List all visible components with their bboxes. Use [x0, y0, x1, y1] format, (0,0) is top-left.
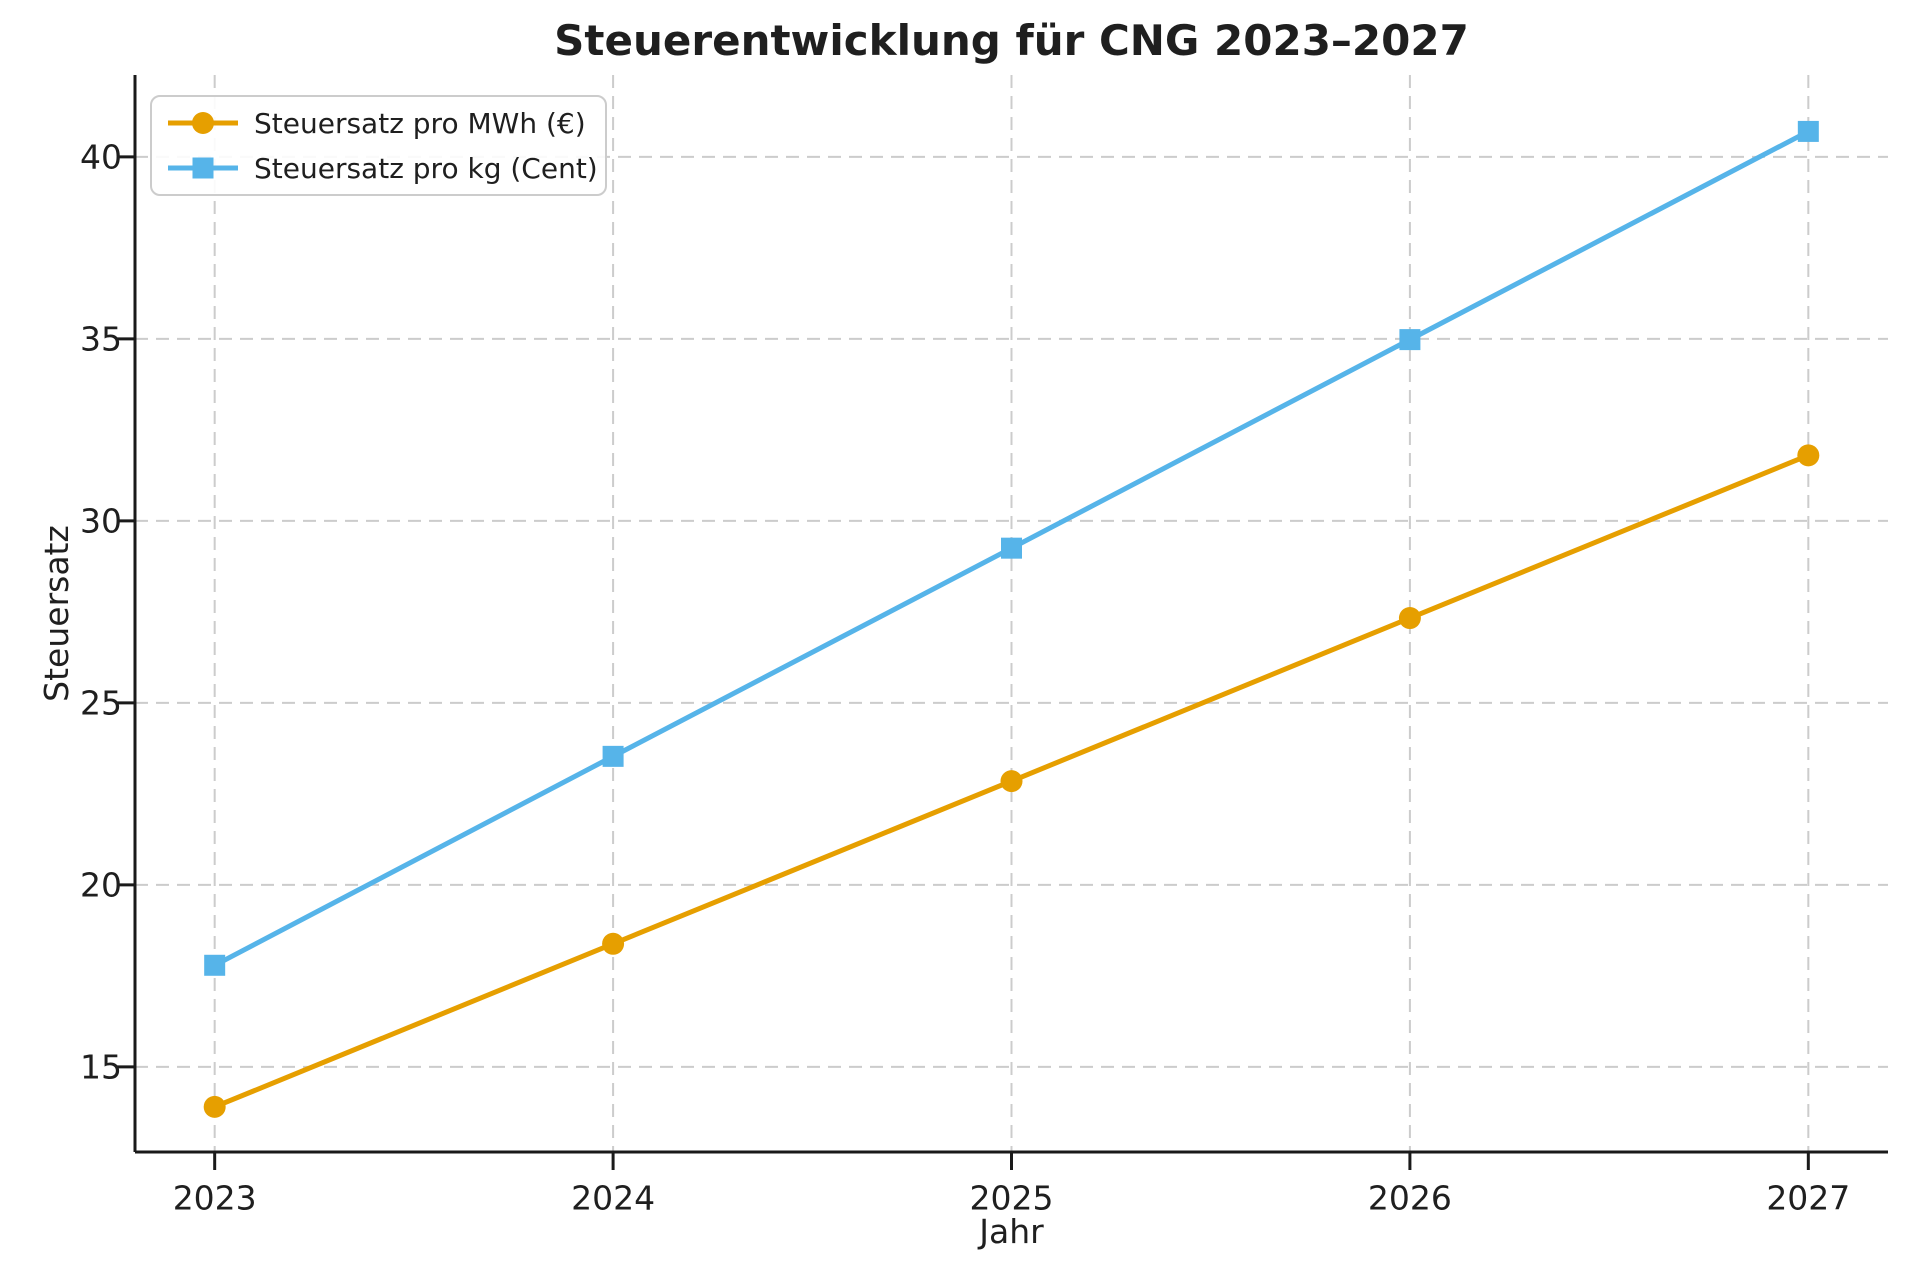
y-tick-label: 15 — [80, 1047, 122, 1086]
chart-title: Steuerentwicklung für CNG 2023–2027 — [554, 16, 1469, 65]
data-point-marker — [1398, 607, 1421, 630]
x-tick-label: 2027 — [1766, 1179, 1850, 1218]
legend-marker-square — [192, 157, 214, 179]
x-axis-label: Jahr — [977, 1212, 1044, 1251]
data-point-marker — [1000, 770, 1023, 793]
y-tick-label: 20 — [80, 865, 122, 904]
y-tick-label: 30 — [80, 501, 122, 540]
y-tick-label: 35 — [80, 319, 122, 358]
data-point-marker — [602, 932, 625, 955]
data-point-marker — [1001, 537, 1022, 559]
legend-box — [150, 95, 607, 196]
legend-entry-label: Steuersatz pro MWh (€) — [254, 107, 586, 140]
y-tick-label: 25 — [80, 683, 122, 722]
data-point-marker — [602, 745, 624, 767]
data-point-marker — [1797, 120, 1819, 142]
y-axis-label: Steuersatz — [37, 525, 76, 702]
y-tick-label: 40 — [80, 137, 122, 176]
x-tick-label: 2024 — [571, 1179, 655, 1218]
data-point-marker — [1399, 329, 1421, 351]
data-point-marker — [203, 1095, 226, 1118]
data-point-marker — [1797, 444, 1820, 467]
legend-marker-circle — [192, 112, 214, 134]
legend: Steuersatz pro MWh (€) Steuersatz pro kg … — [150, 95, 607, 196]
x-tick-label: 2025 — [970, 1179, 1054, 1218]
x-tick-label: 2026 — [1368, 1179, 1452, 1218]
x-tick-label: 2023 — [173, 1179, 257, 1218]
data-point-marker — [204, 954, 226, 976]
legend-entry-label: Steuersatz pro kg (Cent) — [254, 152, 598, 185]
